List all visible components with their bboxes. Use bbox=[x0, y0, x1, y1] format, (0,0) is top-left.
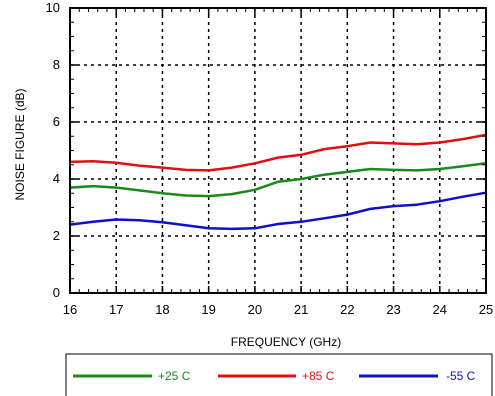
x-tick-label: 18 bbox=[155, 302, 169, 317]
y-tick-label: 4 bbox=[53, 171, 60, 186]
x-axis-title: FREQUENCY (GHz) bbox=[231, 335, 341, 349]
x-tick-label: 17 bbox=[109, 302, 123, 317]
y-tick-label: 8 bbox=[53, 57, 60, 72]
series-lines bbox=[69, 133, 487, 231]
x-tick-label: 20 bbox=[248, 302, 262, 317]
x-tick-label: 21 bbox=[294, 302, 308, 317]
legend-label-1: +85 C bbox=[302, 369, 335, 383]
legend: +25 C +85 C -55 C bbox=[65, 353, 493, 396]
y-tick-label: 0 bbox=[53, 285, 60, 300]
y-tick-label: 6 bbox=[53, 114, 60, 129]
grid bbox=[70, 8, 486, 293]
x-tick-label: 22 bbox=[340, 302, 354, 317]
legend-label-2: -55 C bbox=[446, 369, 476, 383]
x-tick-label: 16 bbox=[63, 302, 77, 317]
axis-ticks bbox=[69, 7, 487, 294]
x-tick-label: 24 bbox=[433, 302, 447, 317]
plot-frame bbox=[69, 7, 487, 294]
y-tick-labels: 0 2 4 6 8 10 bbox=[46, 0, 60, 300]
y-tick-label: 10 bbox=[46, 0, 60, 15]
legend-label-0: +25 C bbox=[158, 369, 191, 383]
y-axis-title: NOISE FIGURE (dB) bbox=[13, 88, 27, 200]
series-line-1 bbox=[69, 133, 487, 172]
y-tick-label: 2 bbox=[53, 228, 60, 243]
x-tick-label: 25 bbox=[479, 302, 493, 317]
series-line-0 bbox=[69, 162, 487, 198]
x-tick-label: 23 bbox=[386, 302, 400, 317]
x-tick-labels: 16 17 18 19 20 21 22 23 24 25 bbox=[63, 302, 493, 317]
x-tick-label: 19 bbox=[201, 302, 215, 317]
series-line-2 bbox=[69, 191, 487, 231]
